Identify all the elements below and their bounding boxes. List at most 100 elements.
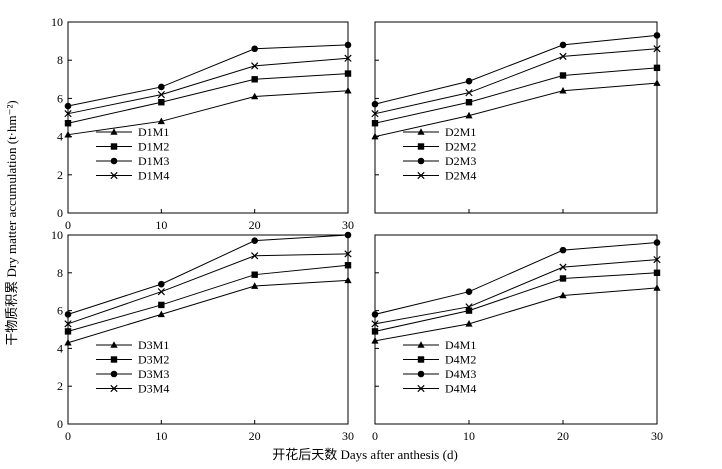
legend-marker-D3M2	[110, 356, 118, 363]
data-point-D1M4	[64, 110, 72, 118]
x-tick-label: 30	[342, 218, 354, 232]
data-point-D4M1	[653, 284, 661, 291]
y-tick-label: 6	[57, 91, 63, 105]
data-point-D2M3	[653, 32, 661, 39]
data-point-D1M2	[64, 120, 72, 127]
data-point-D1M3	[344, 41, 352, 49]
series-line-D3M1	[67, 279, 349, 344]
series-line-D1M2	[67, 73, 349, 124]
data-point-D2M2	[465, 99, 473, 106]
legend-label-D4M3: D4M3	[445, 367, 476, 381]
data-point-D4M2	[653, 269, 661, 276]
data-point-D3M3	[64, 311, 72, 318]
data-point-D1M4	[344, 54, 352, 62]
x-tick-label: 20	[249, 218, 261, 232]
legend-marker-D1M1	[110, 128, 118, 135]
legend-marker-D3M3	[110, 370, 118, 378]
legend-label-D1M2: D1M2	[138, 140, 169, 154]
legend-label-D2M4: D2M4	[445, 169, 476, 183]
y-axis-title: 干物质积累 Dry matter accumulation (t·hm⁻²)	[4, 100, 19, 345]
data-point-D2M3	[371, 100, 379, 108]
data-point-D4M2	[371, 328, 379, 335]
series-line-D1M1	[67, 90, 349, 136]
plot-frame	[374, 21, 658, 214]
y-tick-label: 0	[57, 417, 63, 431]
legend-marker-D2M4	[417, 171, 425, 180]
legend-label-D4M2: D4M2	[445, 353, 476, 367]
series-line-D2M4	[374, 48, 658, 115]
legend-label-D3M1: D3M1	[138, 338, 169, 352]
data-point-D2M1	[559, 86, 567, 94]
y-tick-label: 2	[57, 168, 63, 182]
data-point-D4M4	[559, 263, 567, 271]
data-point-D4M3	[371, 311, 379, 318]
series-line-D4M4	[374, 259, 658, 325]
data-point-D3M3	[251, 237, 258, 244]
y-tick-label: 10	[51, 15, 63, 29]
legend-marker-D4M1	[417, 341, 425, 348]
data-point-D2M1	[653, 79, 661, 86]
plot-frame	[67, 21, 349, 214]
legend-marker-D2M1	[417, 128, 425, 135]
legend-marker-D2M3	[417, 157, 425, 165]
data-point-D2M1	[465, 111, 473, 119]
data-point-D4M1	[371, 337, 379, 344]
data-point-D3M2	[158, 301, 165, 309]
legend-marker-D1M3	[110, 157, 118, 165]
x-tick-label: 10	[155, 429, 167, 443]
legend-marker-D2M2	[417, 143, 425, 150]
data-point-D4M1	[559, 291, 567, 299]
data-point-D1M1	[157, 117, 165, 125]
data-point-D1M3	[158, 83, 165, 91]
data-point-D4M2	[559, 275, 567, 282]
series-line-D4M2	[374, 272, 658, 332]
data-point-D1M3	[251, 45, 258, 53]
data-point-D2M2	[559, 72, 567, 79]
series-line-D1M3	[67, 44, 349, 107]
data-point-D3M2	[64, 328, 72, 335]
data-point-D2M2	[371, 120, 379, 127]
x-tick-label: 20	[557, 429, 569, 443]
x-tick-label: 0	[65, 429, 71, 443]
legend-marker-D1M4	[110, 171, 118, 180]
series-line-D4M1	[374, 287, 658, 342]
data-point-D2M1	[371, 132, 379, 140]
series-line-D3M2	[67, 264, 349, 332]
data-point-D3M1	[64, 338, 72, 346]
series-line-D2M2	[374, 67, 658, 124]
data-point-D3M2	[251, 271, 258, 278]
legend-label-D2M2: D2M2	[445, 140, 476, 154]
x-tick-label: 20	[249, 429, 261, 443]
data-point-D1M2	[158, 99, 165, 106]
data-point-D1M4	[251, 62, 259, 70]
x-tick-label: 10	[155, 218, 167, 232]
data-point-D2M2	[653, 64, 661, 72]
data-point-D3M2	[344, 262, 352, 269]
legend-label-D3M4: D3M4	[138, 382, 169, 396]
legend-marker-D3M1	[110, 341, 118, 348]
data-point-D3M4	[251, 252, 259, 260]
data-point-D2M3	[465, 77, 473, 85]
y-tick-label: 8	[57, 53, 63, 67]
data-point-D2M3	[559, 41, 567, 49]
y-tick-label: 0	[57, 206, 63, 220]
x-axis-title: 开花后天数 Days after anthesis (d)	[272, 447, 458, 462]
series-line-D3M4	[67, 253, 349, 325]
data-point-D2M4	[371, 110, 379, 118]
data-point-D3M1	[251, 282, 259, 289]
data-point-D1M3	[64, 102, 72, 110]
data-point-D4M4	[371, 320, 379, 328]
y-tick-label: 10	[51, 228, 63, 242]
legend-label-D1M4: D1M4	[138, 169, 169, 183]
data-point-D4M1	[465, 320, 473, 327]
data-point-D3M1	[157, 310, 165, 318]
y-tick-label: 4	[57, 341, 63, 355]
x-tick-label: 0	[65, 218, 71, 232]
series-line-D4M3	[374, 242, 658, 315]
legend-marker-D4M2	[417, 356, 425, 363]
